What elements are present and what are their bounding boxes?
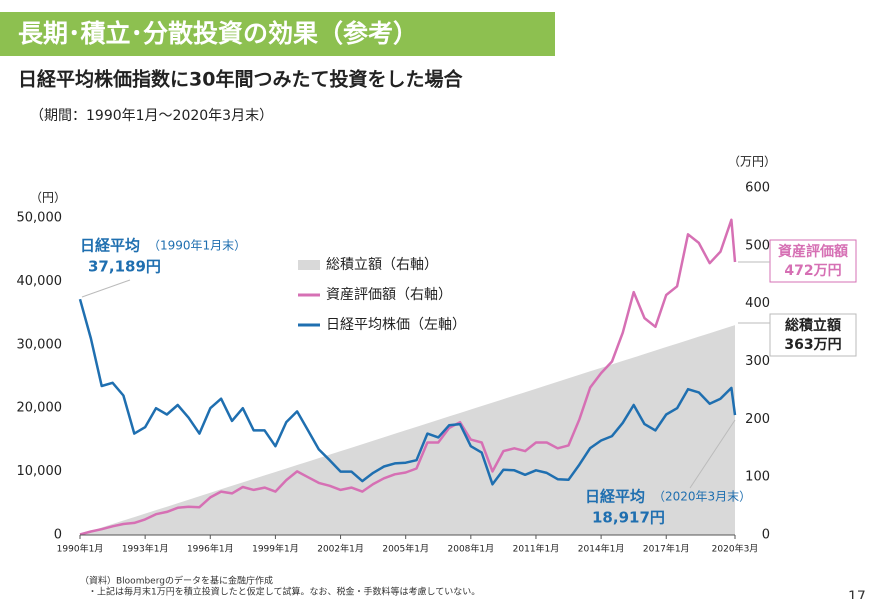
x-tick-label: 2014年1月: [578, 543, 625, 555]
annotation: 37,189円: [88, 258, 161, 276]
y-unit: （円）: [30, 191, 66, 205]
legend-label: 日経平均株価（左軸）: [326, 317, 466, 333]
y-tick-label: 20,000: [17, 401, 63, 416]
x-tick-label: 2020年3月: [712, 543, 759, 555]
annotation: 日経平均: [80, 237, 140, 255]
annotation: 日経平均: [585, 488, 645, 506]
y2-tick-label: 500: [745, 238, 770, 253]
y2-tick-label: 400: [745, 296, 770, 311]
subtitle: 日経平均株価指数に30年間つみたて投資をした場合: [18, 68, 463, 91]
y2-tick-label: 300: [745, 354, 770, 369]
source: （資料）Bloombergのデータを基に金融庁作成: [80, 575, 273, 587]
line: [78, 298, 737, 486]
annotation: 363万円: [784, 337, 841, 353]
y2-tick-label: 600: [745, 181, 770, 196]
x-tick-label: 2011年1月: [513, 543, 560, 555]
annotation: 472万円: [784, 263, 841, 279]
area: [80, 325, 735, 535]
line: [79, 218, 737, 536]
x-tick-label: 2002年1月: [317, 543, 364, 555]
callout-box: [769, 239, 857, 283]
annotation: （2020年3月末）: [653, 490, 751, 504]
annotation: （1990年1月末）: [148, 239, 246, 253]
y-tick-label: 50,000: [17, 211, 63, 226]
x-tick-label: 2005年1月: [382, 543, 429, 555]
x-tick-label: 1990年1月: [57, 543, 104, 555]
callout-line: [689, 419, 736, 489]
y2-tick-label: 100: [745, 470, 770, 485]
period: （期間：1990年1月～2020年3月末）: [30, 108, 273, 124]
title: 長期･積立･分散投資の効果（参考）: [18, 19, 418, 48]
callout-line: [81, 279, 131, 298]
legend-swatch: [298, 260, 320, 270]
y-tick-label: 30,000: [17, 337, 63, 352]
page-number: 17: [848, 589, 866, 599]
x-tick-label: 2008年1月: [448, 543, 495, 555]
callout-box: [769, 313, 857, 357]
plot: 総積立額（右軸） 資産評価額（右軸） 日経平均株価（左軸） 1990年1月 1993年1…: [17, 181, 771, 555]
y2-tick-label: 0: [762, 528, 770, 543]
title-banner: [0, 12, 555, 56]
legend-label: 総積立額（右軸）: [326, 257, 438, 273]
note: ・上記は毎月末1万円を積立投資したと仮定して試算。なお、税金・手数料等は考慮して…: [88, 586, 480, 598]
annotation: 資産評価額: [778, 243, 848, 260]
x-tick-label: 1993年1月: [122, 543, 169, 555]
x-tick-label: 1996年1月: [187, 543, 234, 555]
y-tick-label: 40,000: [17, 274, 63, 289]
x-tick-label: 2017年1月: [643, 543, 690, 555]
y2-tick-label: 200: [745, 412, 770, 427]
y2-unit: （万円）: [728, 155, 776, 169]
legend-label: 資産評価額（右軸）: [326, 287, 452, 303]
y-tick-label: 0: [54, 528, 62, 543]
annotation: 18,917円: [592, 509, 665, 527]
x-tick-label: 1999年1月: [252, 543, 299, 555]
y-tick-label: 10,000: [17, 464, 63, 479]
annotation: 総積立額: [785, 317, 841, 334]
